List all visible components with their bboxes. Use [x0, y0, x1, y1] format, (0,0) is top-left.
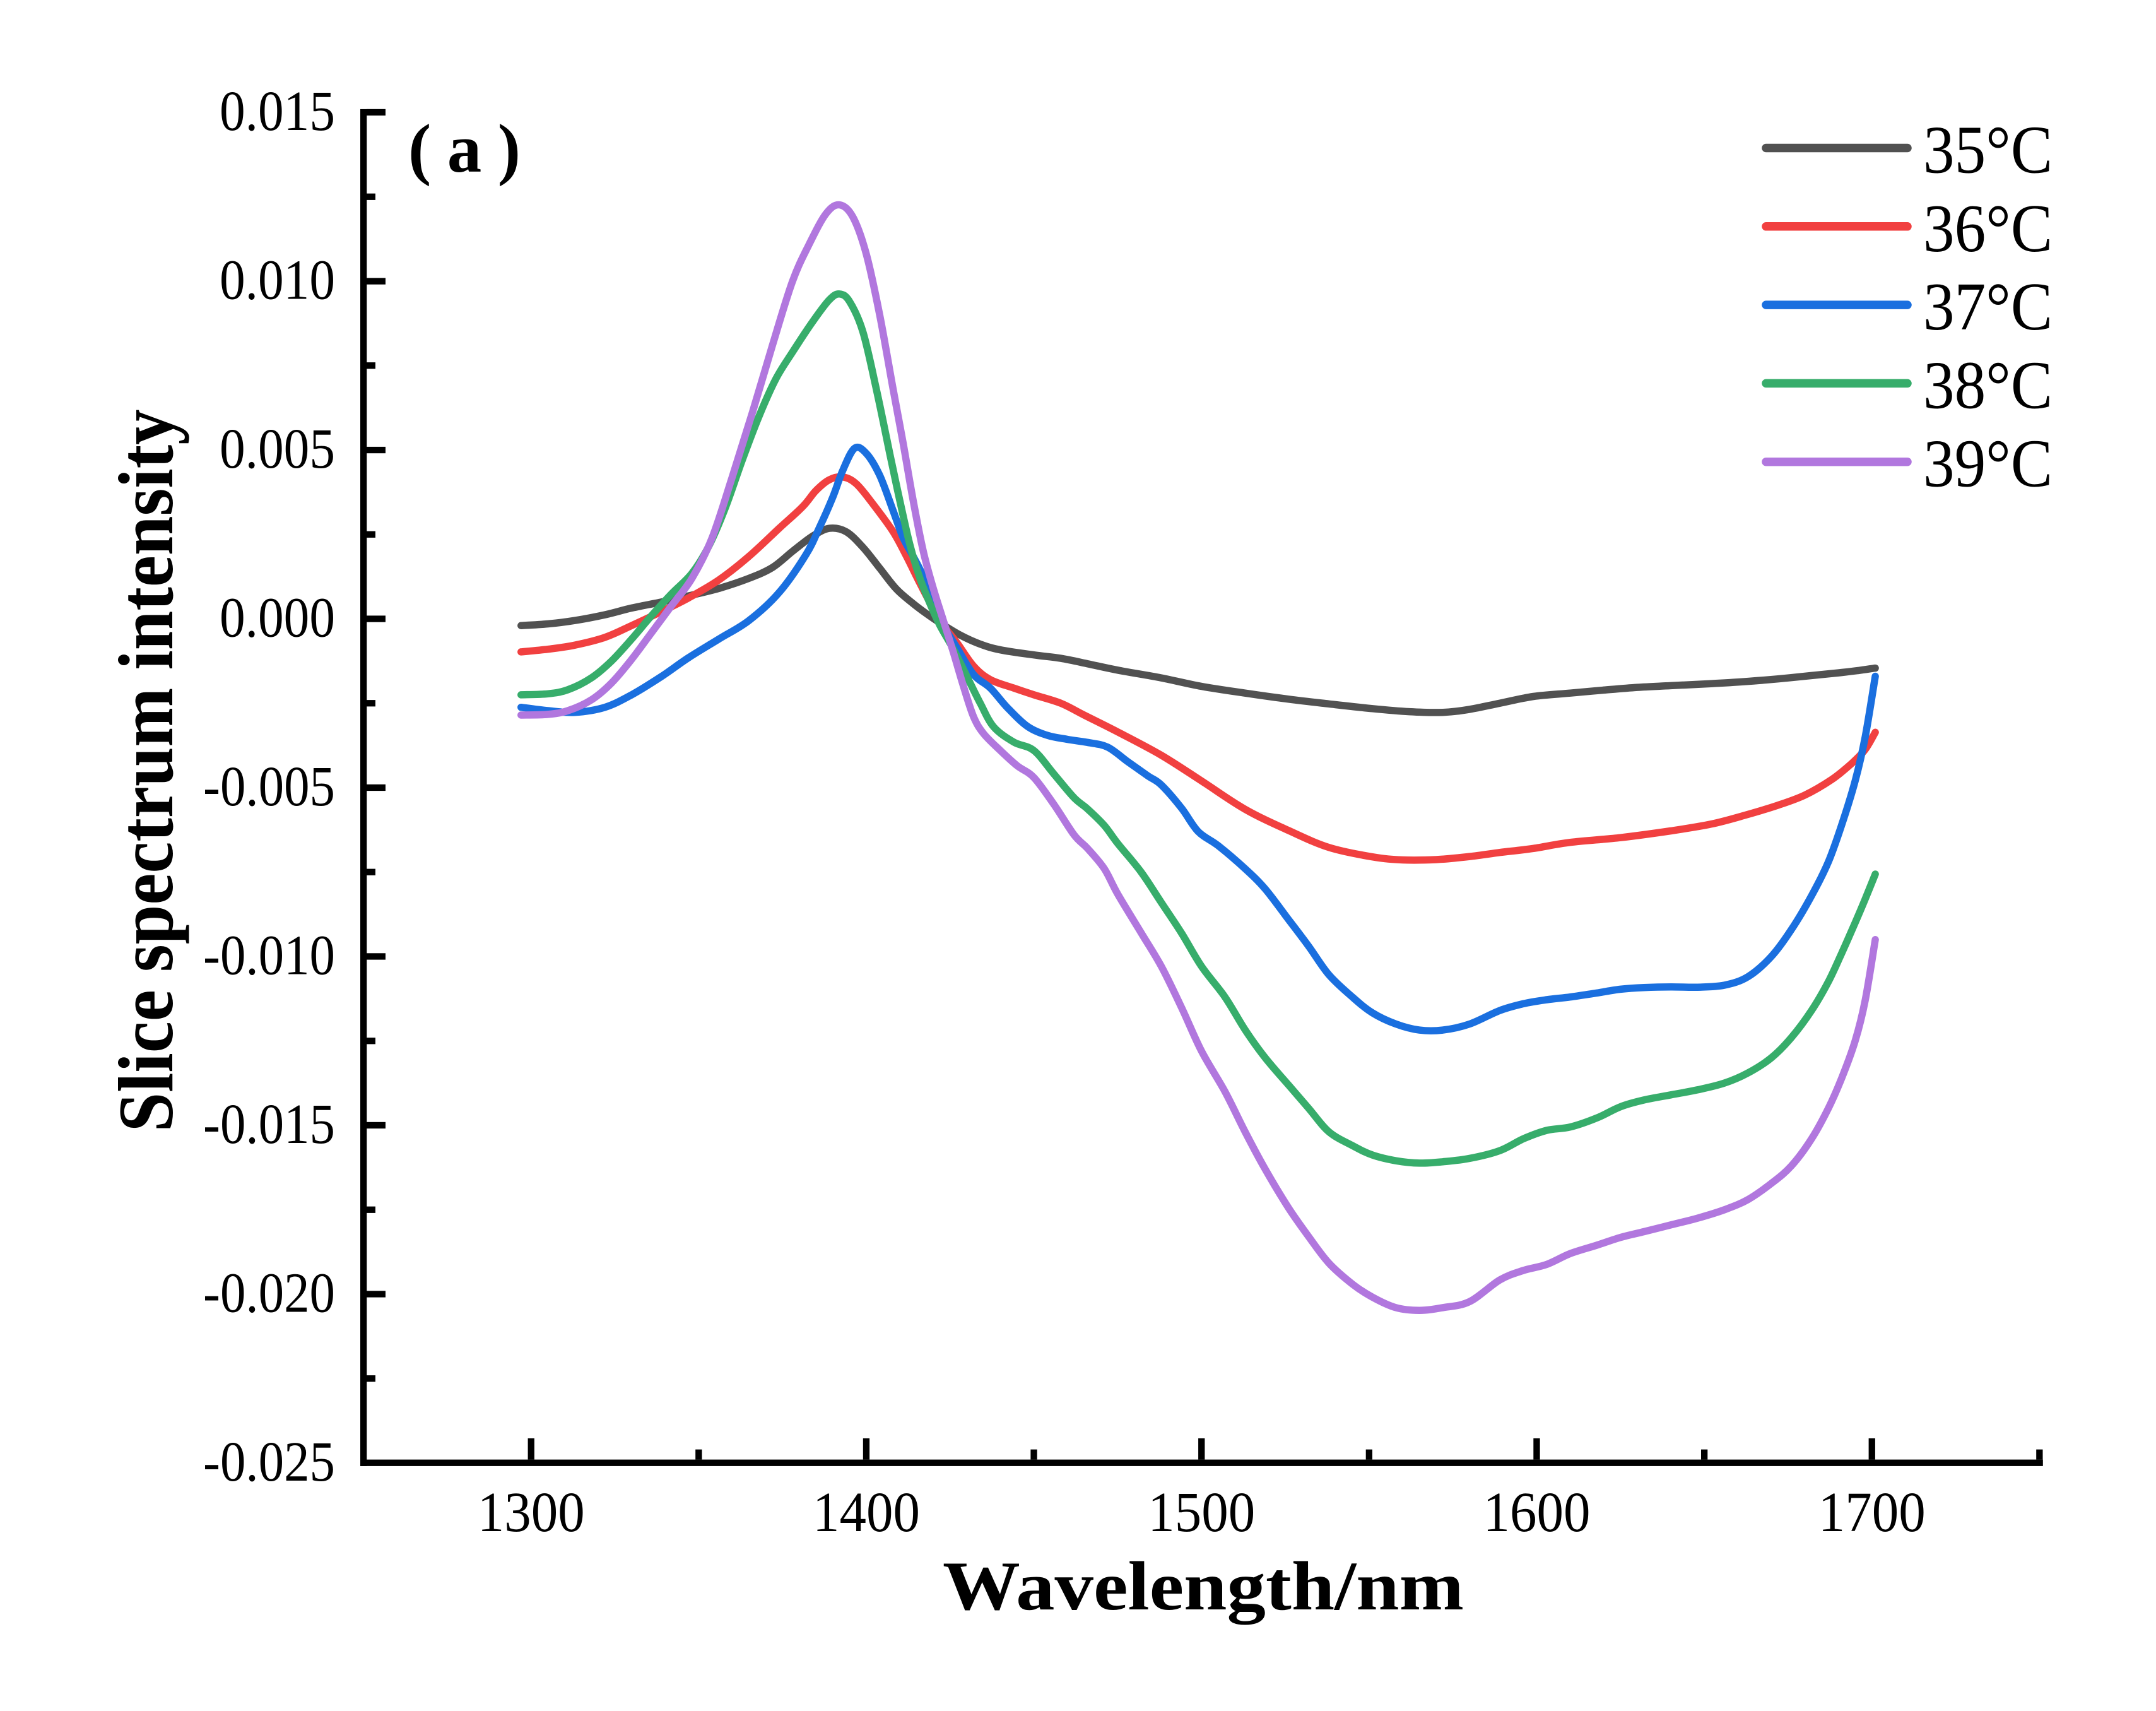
svg-text:Slice spectrum intensity: Slice spectrum intensity	[103, 410, 189, 1132]
svg-text:0.005: 0.005	[220, 418, 335, 480]
svg-text:38°C: 38°C	[1923, 348, 2053, 423]
svg-text:(a): (a)	[408, 110, 521, 187]
svg-text:-0.020: -0.020	[203, 1262, 335, 1325]
svg-text:36°C: 36°C	[1923, 191, 2053, 266]
svg-text:39°C: 39°C	[1923, 427, 2053, 502]
svg-text:0.010: 0.010	[220, 249, 335, 312]
svg-text:1400: 1400	[813, 1481, 920, 1544]
svg-text:1600: 1600	[1483, 1481, 1591, 1544]
svg-text:37°C: 37°C	[1923, 269, 2053, 345]
svg-text:1300: 1300	[478, 1481, 585, 1544]
svg-text:1700: 1700	[1818, 1481, 1926, 1544]
svg-text:Wavelength/nm: Wavelength/nm	[943, 1548, 1464, 1625]
svg-text:35°C: 35°C	[1923, 113, 2053, 188]
svg-text:0.000: 0.000	[220, 587, 335, 649]
svg-text:-0.015: -0.015	[203, 1093, 335, 1156]
svg-text:1500: 1500	[1148, 1481, 1255, 1544]
svg-text:-0.025: -0.025	[203, 1431, 335, 1493]
svg-text:-0.010: -0.010	[203, 925, 335, 987]
svg-text:-0.005: -0.005	[203, 755, 335, 818]
svg-text:0.015: 0.015	[220, 80, 335, 143]
